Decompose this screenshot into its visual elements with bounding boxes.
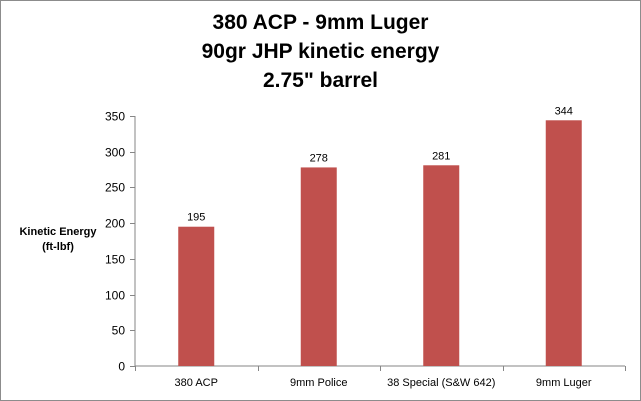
- y-tick-label: 100: [105, 289, 125, 303]
- bar: [545, 120, 582, 367]
- data-label: 344: [555, 105, 573, 117]
- y-tick-label: 200: [105, 217, 125, 231]
- chart-title-line-1: 380 ACP - 9mm Luger: [212, 11, 429, 34]
- data-label: 281: [432, 150, 450, 162]
- chart-title-line-3: 2.75" barrel: [262, 69, 379, 92]
- bar: [300, 167, 337, 366]
- y-axis-label-line-1: Kinetic Energy: [19, 226, 97, 238]
- data-label: 278: [310, 152, 328, 164]
- bar: [178, 226, 215, 366]
- x-category-label: 380 ACP: [175, 377, 218, 389]
- y-tick-label: 150: [105, 253, 125, 267]
- y-axis-label-line-2: (ft-lbf): [42, 241, 74, 253]
- x-category-label: 38 Special (S&W 642): [387, 377, 495, 389]
- chart-title-line-2: 90gr JHP kinetic energy: [201, 40, 440, 63]
- y-tick-label: 350: [105, 110, 125, 124]
- y-tick-label: 0: [118, 360, 125, 374]
- y-axis-label: Kinetic Energy (ft-lbf): [6, 225, 110, 255]
- y-tick-label: 250: [105, 181, 125, 195]
- data-label: 195: [187, 212, 205, 224]
- chart-title: 380 ACP - 9mm Luger 90gr JHP kinetic ene…: [0, 8, 641, 95]
- x-category-label: 9mm Luger: [536, 377, 592, 389]
- y-tick-label: 50: [112, 324, 126, 338]
- bar: [423, 165, 460, 366]
- x-category-label: 9mm Police: [290, 377, 347, 389]
- y-tick-label: 300: [105, 146, 125, 160]
